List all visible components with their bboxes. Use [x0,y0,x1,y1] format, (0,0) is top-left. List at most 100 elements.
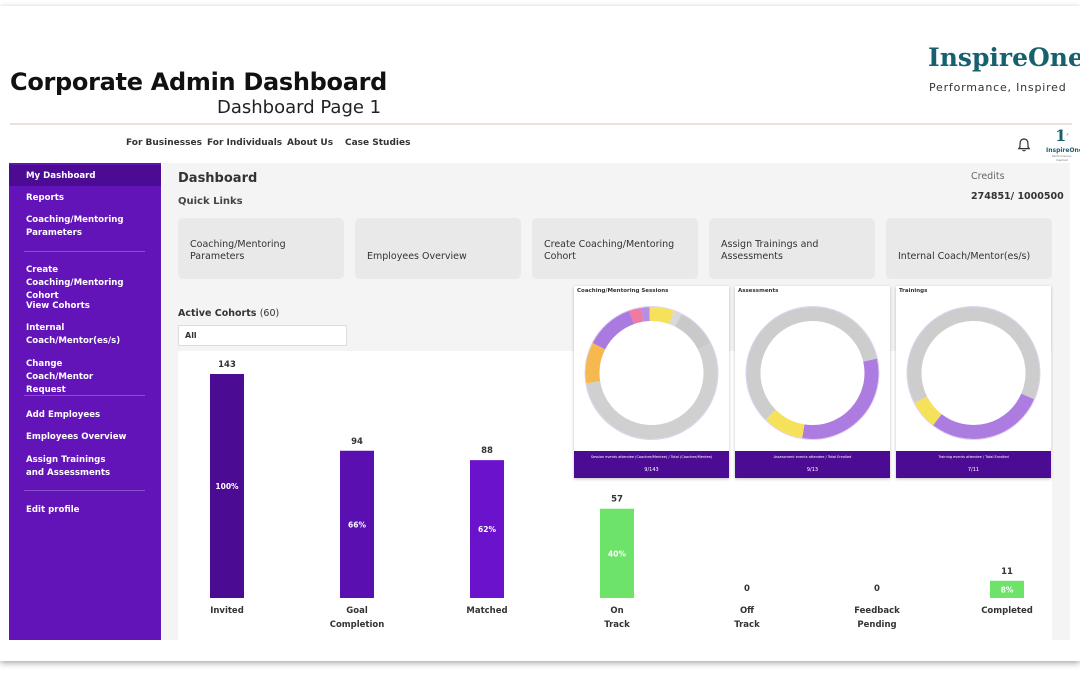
bar-value-label: 0 [744,584,750,594]
quick-link-label: Employees Overview [367,251,467,262]
bar-percent-label: 100% [215,482,239,491]
category-label: Track [604,620,630,630]
nav-about-us[interactable]: About Us [287,138,334,148]
donut-chart-trainings [906,306,1041,440]
bar-percent-label: 66% [348,520,366,529]
category-label: Completion [330,620,385,630]
donut-footer-label: Training events attendee / Total Enrolle… [938,455,1009,459]
donut-footer-label: Assessment events attendee / Total Enrol… [773,455,852,459]
category-label: Goal [346,606,368,616]
nav-for-individuals[interactable]: For Individuals [207,138,283,148]
donut-slice[interactable] [629,307,644,325]
bar[interactable] [210,374,244,598]
donut-outline [584,306,719,440]
category-label: Matched [466,606,507,616]
category-label: Off [740,606,754,616]
donut-slice[interactable] [765,409,805,439]
bell-icon[interactable] [1016,137,1032,153]
bar-value-label: 0 [874,584,880,594]
quick-links-heading: Quick Links [178,196,243,207]
sidebar-item-create-cohort[interactable]: Create Coaching/Mentoring Cohort [26,265,124,301]
quick-link-label: Internal Coach/Mentor(es/s) [898,251,1031,262]
quick-link-create-cohort[interactable]: Create Coaching/Mentoring Cohort [532,218,698,279]
quick-link-label: Create Coaching/Mentoring Cohort [544,239,675,262]
donut-footer-value: 9/143 [644,467,659,473]
bar[interactable] [600,508,634,598]
sidebar-item-my-dashboard[interactable]: My Dashboard [26,171,96,181]
donut-card-trainings: Trainings Training events attendee / Tot… [896,286,1051,478]
donut-card-sessions: Coaching/Mentoring Sessions Session even… [574,286,729,478]
bar-value-label: 57 [611,495,623,505]
donut-slice[interactable] [586,343,718,439]
donut-slice[interactable] [641,307,650,322]
page-subtitle: Dashboard Page 1 [217,97,382,118]
donut-chart-assessments [745,306,880,440]
brand-tagline: Performance, Inspired [929,81,1067,94]
nav-for-businesses[interactable]: For Businesses [126,138,202,148]
sidebar-item-edit-profile[interactable]: Edit profile [26,505,80,515]
donut-chart-sessions [584,306,719,440]
category-label: On [610,606,623,616]
sidebar-item-change-coach-request[interactable]: Change Coach/Mentor Request [26,359,94,395]
brand-name: InspireOne [928,43,1080,72]
sidebar-item-employees-overview[interactable]: Employees Overview [26,432,127,442]
donut-slice[interactable] [802,358,879,439]
sidebar-divider [24,395,145,396]
sidebar-item-assign-trainings[interactable]: Assign Trainings and Assessments [26,455,111,478]
sidebar-item-internal-coach[interactable]: Internal Coach/Mentor(es/s) [26,323,121,346]
cohort-bar-chart: 143 100% Invited 94 66% Goal Completion 88 62% Ma… [210,360,1033,630]
donut-card-assessments: Assessments Assessment events attendee /… [735,286,890,478]
donut-footer-label: Session events attendee (Coachee/Mentee)… [590,455,713,459]
donut-title: Coaching/Mentoring Sessions [577,288,669,294]
category-label: Invited [210,606,244,616]
donut-slice[interactable] [674,314,711,350]
bar-value-label: 94 [351,437,363,447]
bar-percent-label: 8% [1001,585,1014,594]
quick-link-coaching-parameters[interactable]: Coaching/Mentoring Parameters [178,218,344,279]
active-cohorts-label: Active Cohorts (60) [178,308,279,319]
bar[interactable] [990,580,1024,598]
avatar-brand-name: InspireOne [1046,147,1080,154]
avatar-tagline: Performance, Inspired [1052,154,1072,162]
nav-case-studies[interactable]: Case Studies [345,138,411,148]
sidebar-item-coaching-parameters[interactable]: Coaching/Mentoring Parameters [26,215,124,238]
quick-link-assign-trainings[interactable]: Assign Trainings and Assessments [709,218,875,279]
donut-slice[interactable] [746,307,877,420]
donut-footer-value: 9/13 [806,467,819,473]
donut-footer: Training events attendee / Total Enrolle… [896,451,1051,478]
page-title: Corporate Admin Dashboard [10,68,388,96]
credits-value: 274851/ 1000500 [971,191,1064,202]
donut-slice[interactable] [907,307,1040,403]
quick-link-employees-overview[interactable]: Employees Overview [355,218,521,279]
bar-percent-label: 40% [608,549,626,558]
sidebar [9,163,161,640]
bar[interactable] [340,450,374,598]
quick-link-internal-coach[interactable]: Internal Coach/Mentor(es/s) [886,218,1052,279]
cohort-filter-select[interactable]: All [178,325,347,346]
brand-logo[interactable]: InspireOne® [928,43,1080,72]
donut-footer: Assessment events attendee / Total Enrol… [735,451,890,478]
sidebar-item-view-cohorts[interactable]: View Cohorts [26,301,90,311]
donut-title: Assessments [738,288,779,294]
bar[interactable] [470,460,504,598]
sidebar-divider [24,490,145,491]
donut-outline [745,306,880,440]
quick-link-label: Assign Trainings and Assessments [721,239,819,262]
sidebar-active-highlight [9,165,161,186]
donut-slice[interactable] [669,310,682,327]
avatar[interactable]: 1′ InspireOne Performance, Inspired [1046,126,1080,163]
donut-slice[interactable] [914,396,942,426]
sidebar-item-add-employees[interactable]: Add Employees [26,410,101,420]
donut-slice[interactable] [649,307,674,325]
donut-slice[interactable] [592,310,635,350]
category-label: Pending [857,620,896,630]
sidebar-item-reports[interactable]: Reports [26,193,64,203]
category-label: Completed [981,606,1033,616]
active-cohorts-text: Active Cohorts [178,308,257,319]
donut-slice[interactable] [933,393,1035,439]
donut-footer-value: 7/11 [967,467,980,473]
donut-slice[interactable] [585,343,606,384]
bar-value-label: 11 [1001,567,1013,577]
header-divider [10,123,1072,125]
bar-value-label: 88 [481,446,493,456]
